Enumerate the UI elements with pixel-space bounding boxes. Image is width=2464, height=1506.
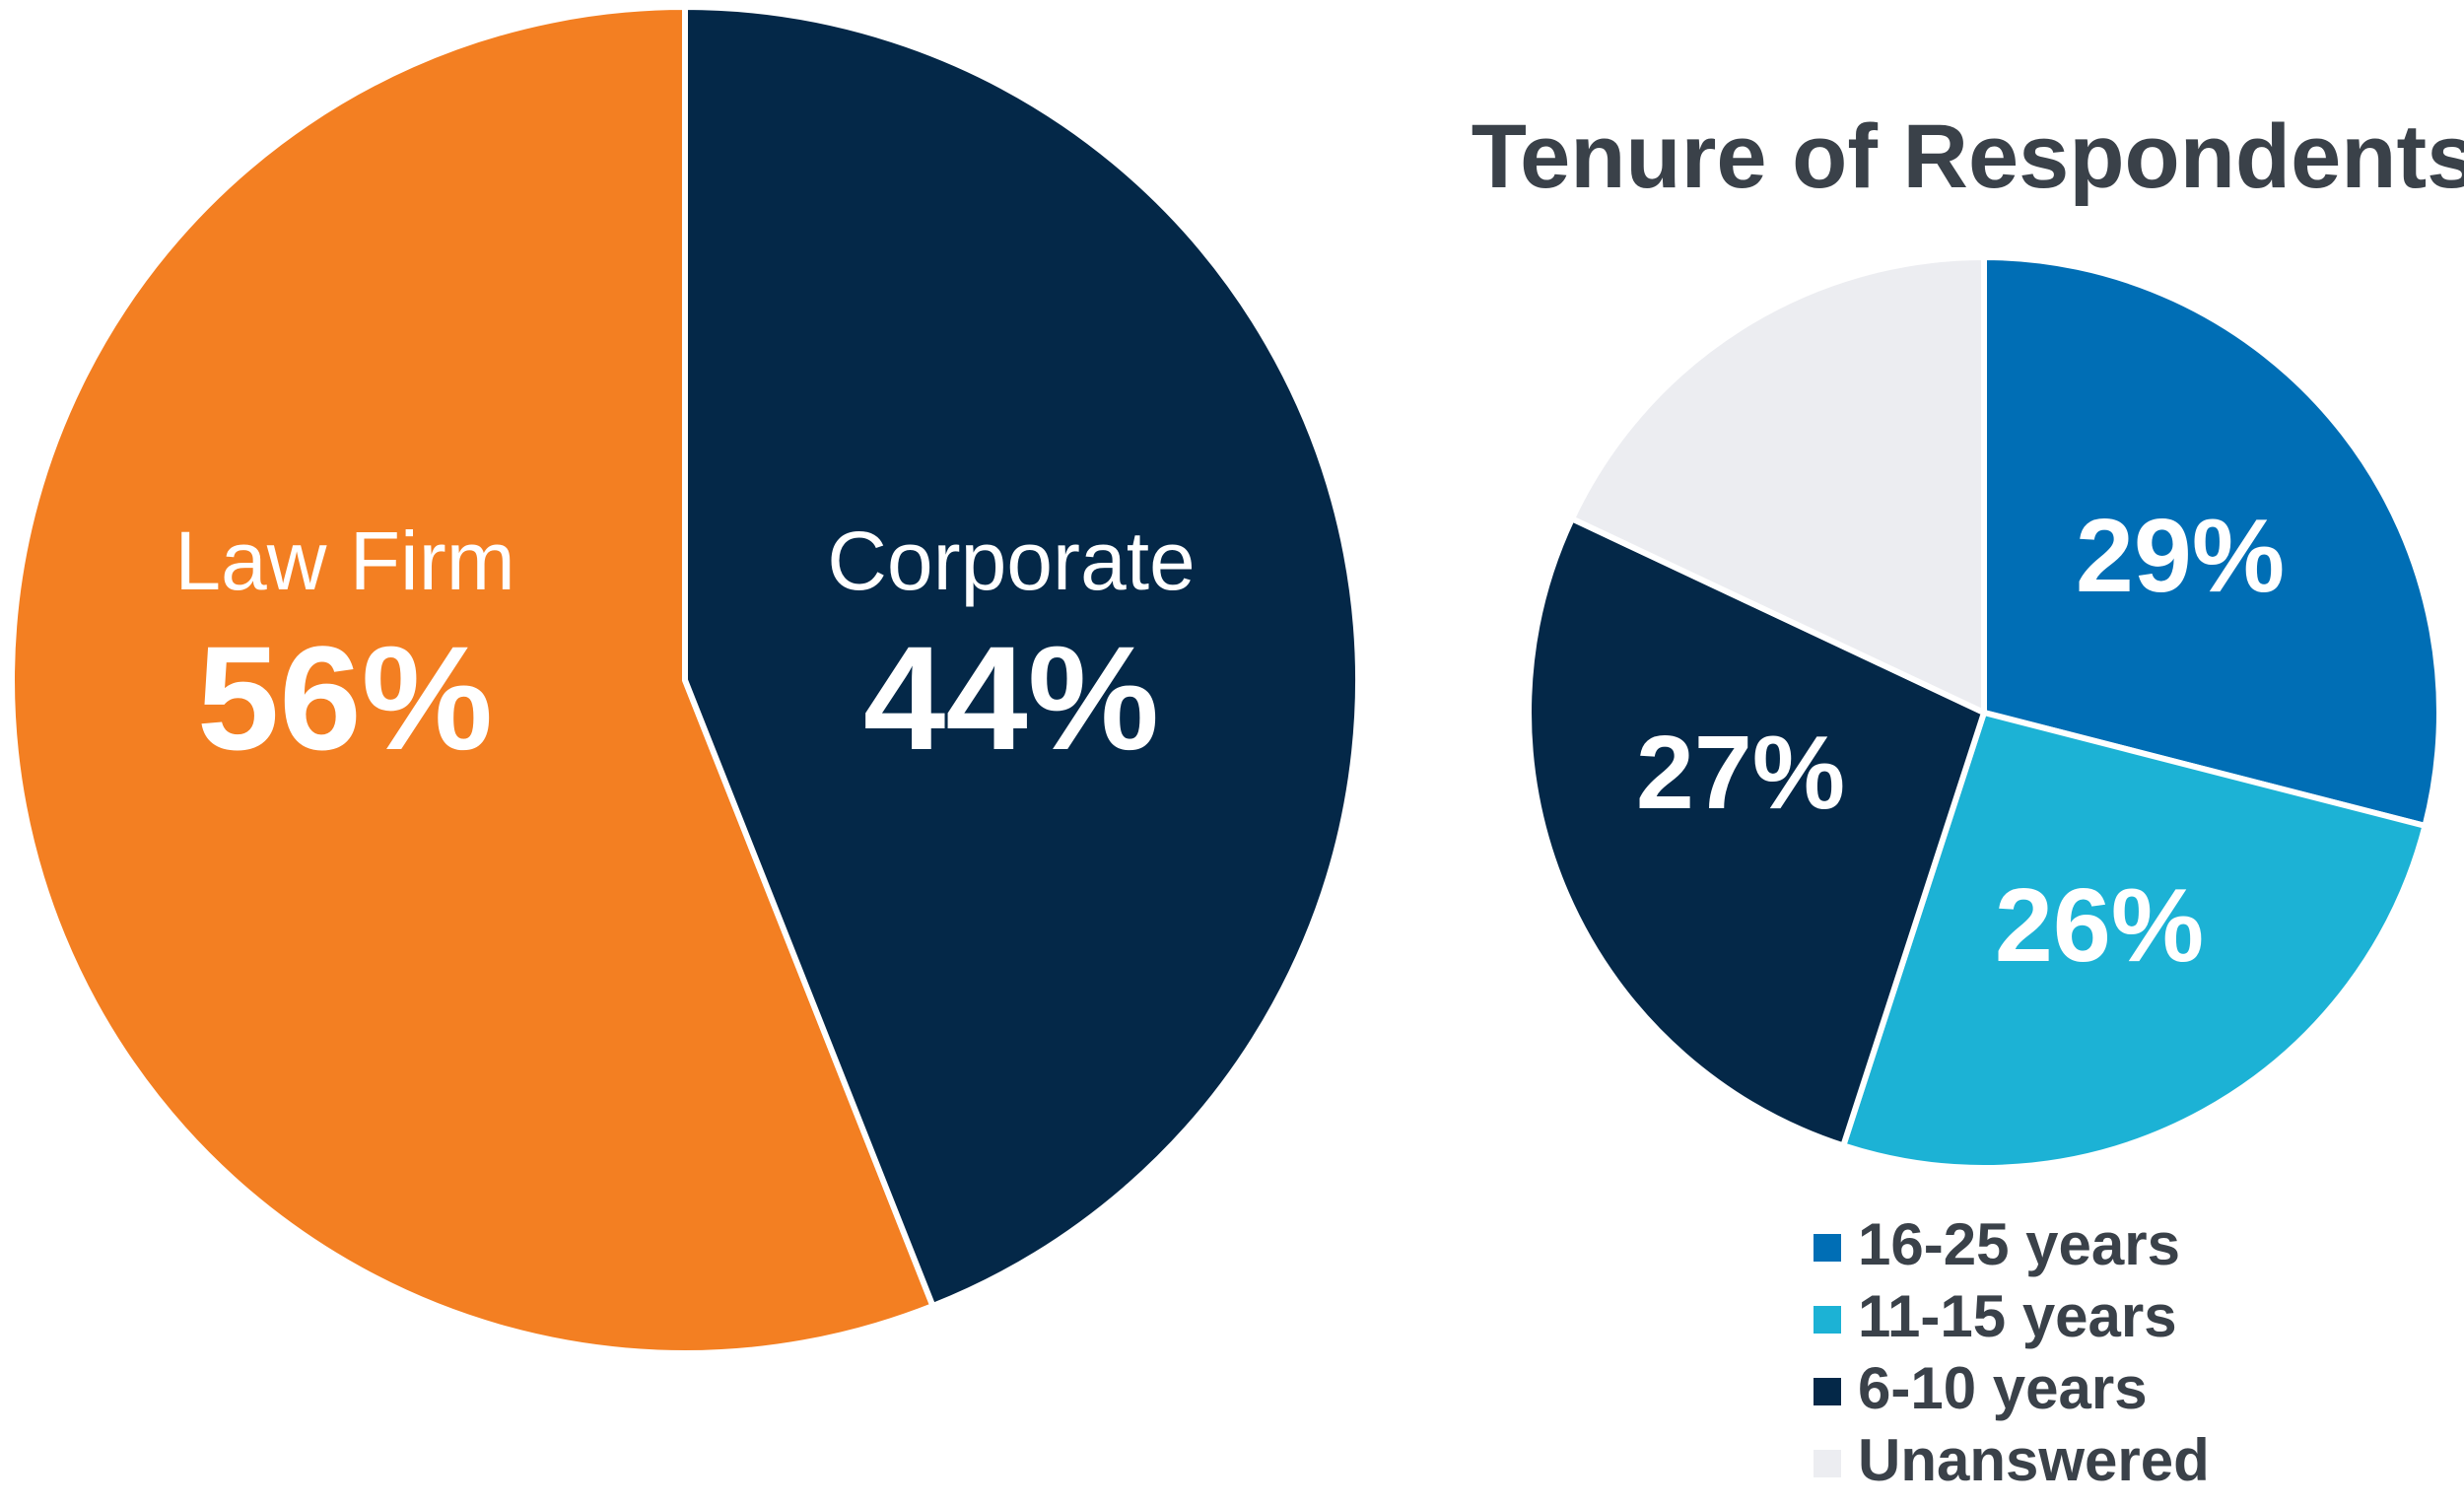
law-firm-value-label: 56% <box>197 615 493 781</box>
legend-item-16-25: 16-25 years <box>1814 1211 2180 1277</box>
legend-swatch-6-10 <box>1814 1378 1841 1405</box>
corporate-value-label: 44% <box>863 615 1159 781</box>
corporate-label: Corporate <box>827 514 1196 607</box>
law-firm-label: Law Firm <box>174 514 514 607</box>
tenure-chart-title: Tenure of Respondents <box>1472 106 2464 207</box>
pie-slice-unanswered <box>1568 254 1987 716</box>
legend-label-11-15: 11-15 years <box>1858 1283 2177 1349</box>
legend-swatch-unanswered <box>1814 1450 1841 1477</box>
legend-item-11-15: 11-15 years <box>1814 1283 2177 1349</box>
tenure-pie <box>1526 254 2442 1171</box>
tenure-legend: 16-25 years 11-15 years 6-10 years Unans… <box>1814 1211 2210 1493</box>
tenure-11-15-value-label: 26% <box>1995 867 2204 984</box>
tenure-6-10-value-label: 27% <box>1636 715 1845 831</box>
legend-item-6-10: 6-10 years <box>1814 1355 2148 1421</box>
legend-label-unanswered: Unanswered <box>1858 1427 2210 1493</box>
pie-slice-6-10-years <box>1526 515 1987 1149</box>
legend-item-unanswered: Unanswered <box>1814 1427 2210 1493</box>
pie-slice-corporate <box>682 4 1361 1310</box>
legend-label-16-25: 16-25 years <box>1858 1211 2180 1277</box>
organization-type-labels: Law Firm 56% Corporate 44% <box>174 514 1195 781</box>
pie-slice-11-15-years <box>1840 710 2429 1171</box>
legend-swatch-16-25 <box>1814 1234 1841 1262</box>
tenure-16-25-value-label: 29% <box>2076 498 2285 614</box>
legend-label-6-10: 6-10 years <box>1858 1355 2148 1421</box>
pie-slice-law-firm <box>9 4 936 1356</box>
tenure-value-labels: 29% 26% 27% <box>1636 498 2285 984</box>
legend-swatch-11-15 <box>1814 1306 1841 1334</box>
pie-slice-16-25-years <box>1981 254 2442 829</box>
organization-type-pie <box>9 4 1361 1356</box>
